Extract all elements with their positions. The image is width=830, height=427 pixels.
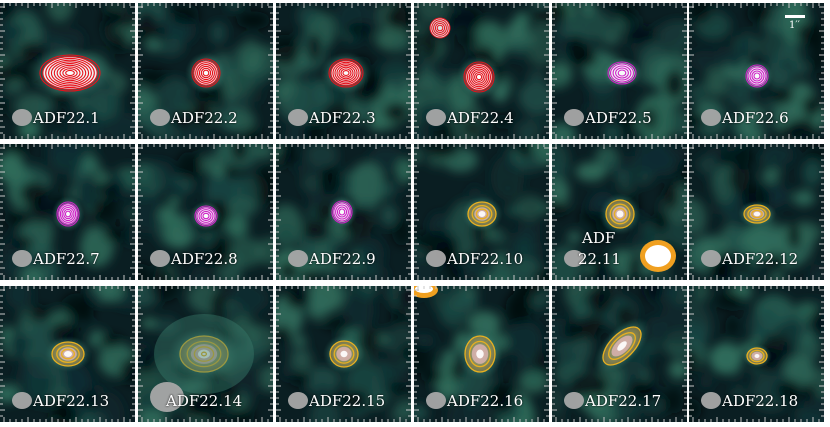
panel-image [552, 3, 687, 139]
panel-image [552, 144, 687, 280]
beam-ellipse [701, 250, 721, 267]
image-panel: ADF22.10 [414, 144, 549, 280]
source-label: ADF22.18 [722, 392, 799, 410]
panel-image [0, 144, 135, 280]
beam-ellipse [150, 250, 170, 267]
source-label: ADF22.16 [447, 392, 524, 410]
source-label: ADF22.1 [33, 109, 100, 127]
source-label-line2: 22.11 [578, 250, 621, 268]
image-panel: ADF22.17 [552, 286, 687, 422]
scale-bar-label: 1′′ [789, 20, 800, 31]
beam-ellipse [150, 382, 184, 412]
image-panel: ADF22.6 1′′ [689, 3, 824, 139]
beam-ellipse [564, 250, 584, 267]
image-panel: ADF22.7 [0, 144, 135, 280]
image-panel: ADF22.14 [138, 286, 273, 422]
image-panel: ADF22.4 [414, 3, 549, 139]
image-panel: ADF22.12 [689, 144, 824, 280]
beam-ellipse [564, 392, 584, 409]
image-panel: ADF 22.11 [552, 144, 687, 280]
scale-bar [785, 15, 805, 18]
panel-image [138, 3, 273, 139]
source-label: ADF22.14 [166, 392, 243, 410]
panel-image [138, 286, 273, 422]
beam-ellipse [701, 109, 721, 126]
source-label: ADF22.4 [447, 109, 514, 127]
beam-ellipse [701, 392, 721, 409]
source-label: ADF22.7 [33, 250, 100, 268]
source-label: ADF22.2 [171, 109, 238, 127]
beam-ellipse [564, 109, 584, 126]
source-label: ADF22.13 [33, 392, 110, 410]
panel-image [276, 286, 411, 422]
image-panel: ADF22.15 [276, 286, 411, 422]
source-label: ADF22.6 [722, 109, 789, 127]
image-panel: ADF22.9 [276, 144, 411, 280]
panel-image [138, 144, 273, 280]
beam-ellipse [12, 109, 32, 126]
image-panel: ADF22.5 [552, 3, 687, 139]
source-label: ADF22.5 [585, 109, 652, 127]
source-label: ADF22.12 [722, 250, 799, 268]
panel-image [689, 3, 824, 139]
beam-ellipse [288, 392, 308, 409]
panel-image [276, 3, 411, 139]
image-panel: ADF22.16 [414, 286, 549, 422]
panel-image [689, 286, 824, 422]
image-panel: ADF22.18 [689, 286, 824, 422]
image-panel: ADF22.8 [138, 144, 273, 280]
image-panel: ADF22.3 [276, 3, 411, 139]
beam-ellipse [12, 392, 32, 409]
beam-ellipse [426, 109, 446, 126]
image-panel: ADF22.1 [0, 3, 135, 139]
beam-ellipse [426, 392, 446, 409]
beam-ellipse [288, 109, 308, 126]
image-panel: ADF22.2 [138, 3, 273, 139]
source-label: ADF22.15 [309, 392, 386, 410]
source-label: ADF22.9 [309, 250, 376, 268]
source-label: ADF22.10 [447, 250, 524, 268]
source-label: ADF22.17 [585, 392, 662, 410]
panel-image [0, 3, 135, 139]
source-label: ADF22.8 [171, 250, 238, 268]
beam-ellipse [426, 250, 446, 267]
source-label: ADF22.3 [309, 109, 376, 127]
beam-ellipse [12, 250, 32, 267]
source-label-line1: ADF [582, 229, 616, 247]
panel-image [414, 144, 549, 280]
beam-ellipse [150, 109, 170, 126]
beam-ellipse [288, 250, 308, 267]
image-panel: ADF22.13 [0, 286, 135, 422]
